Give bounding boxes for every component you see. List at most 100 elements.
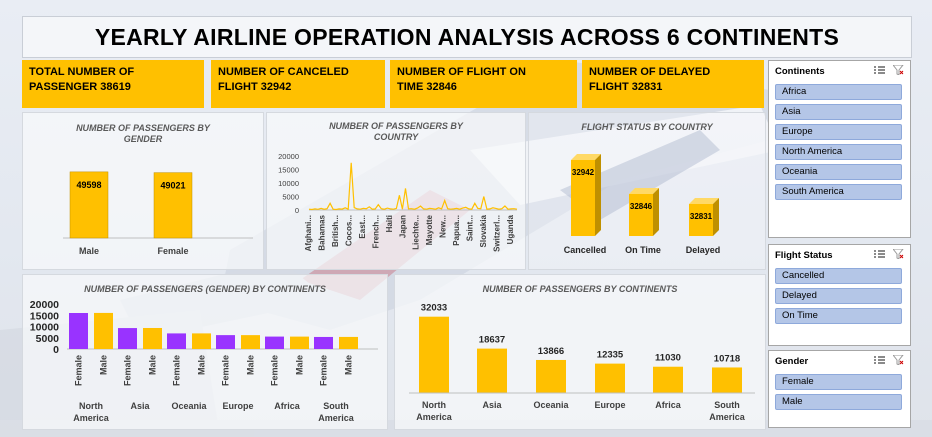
x-tick-label: Female [157, 246, 188, 256]
y-tick-label: 10000 [30, 322, 59, 334]
bar-continent [419, 316, 449, 393]
x-sub-tick-label: Male [246, 355, 256, 375]
x-sub-tick-label: Male [148, 355, 158, 375]
slicer-item-africa[interactable]: Africa [775, 84, 902, 100]
multi-select-icon[interactable] [874, 249, 885, 259]
slicer-item-oceania[interactable]: Oceania [775, 164, 902, 180]
bar-top-face [571, 154, 601, 160]
bar-female [69, 313, 88, 349]
kpi-line: PASSENGER 38619 [29, 81, 131, 93]
data-label: 49021 [160, 181, 185, 191]
x-tick-label: Asia [130, 401, 150, 411]
status-chart-panel: FLIGHT STATUS BY COUNTRY 32942 Cancelled 3… [528, 112, 766, 270]
continent-chart-panel: NUMBER OF PASSENGERS BY CONTINENTS 32033… [394, 274, 766, 430]
bar-female [118, 328, 137, 349]
slicer-item-male[interactable]: Male [775, 394, 902, 410]
slicer-item-north-america[interactable]: North America [775, 144, 902, 160]
x-tick-label: Liechte... [412, 215, 421, 250]
bar-on-time [629, 194, 653, 236]
bar-delayed [689, 204, 713, 236]
chart-title-line: GENDER [123, 134, 163, 144]
kpi-line: FLIGHT 32831 [589, 81, 663, 93]
gender-chart-panel: NUMBER OF PASSENGERS BY GENDER 49598 Male… [22, 112, 264, 270]
gender-chart-title: NUMBER OF PASSENGERS BY GENDER [23, 123, 263, 145]
y-tick-label: 20000 [30, 299, 59, 311]
y-tick-label: 5000 [36, 333, 60, 345]
gender-continent-chart-panel: NUMBER OF PASSENGERS (GENDER) BY CONTINE… [22, 274, 388, 430]
status-chart-title: FLIGHT STATUS BY COUNTRY [581, 122, 713, 132]
x-tick-label: Afghani... [304, 215, 313, 251]
data-label: 32942 [572, 168, 595, 177]
x-sub-tick-label: Female [74, 355, 84, 386]
bar-male [339, 336, 358, 349]
bar-male [241, 335, 260, 349]
x-tick-label: Cancelled [564, 245, 607, 255]
y-tick-label: 5000 [282, 193, 299, 202]
x-tick-label: Switzerl... [493, 215, 502, 252]
x-tick-label: Mayotte [425, 214, 434, 245]
data-label: 49598 [76, 180, 101, 190]
slicer-item-cancelled[interactable]: Cancelled [775, 268, 902, 284]
bar-male [192, 333, 211, 349]
chart-title-line: NUMBER OF PASSENGERS BY [76, 123, 210, 133]
x-tick-label: America [416, 412, 453, 422]
kpi-delayed-flights: NUMBER OF DELAYED FLIGHT 32831 [582, 60, 764, 108]
bar-continent [653, 366, 683, 393]
bar-top-face [629, 188, 659, 194]
gender-slicer[interactable]: Gender Female Male [768, 350, 911, 428]
x-tick-label: Male [79, 246, 99, 256]
kpi-line: FLIGHT 32942 [218, 81, 292, 93]
clear-filter-icon[interactable] [893, 249, 904, 259]
kpi-on-time-flights: NUMBER OF FLIGHT ON TIME 32846 [390, 60, 577, 108]
x-tick-label: East... [358, 215, 367, 239]
gender-continent-chart-title: NUMBER OF PASSENGERS (GENDER) BY CONTINE… [84, 284, 326, 294]
continents-slicer[interactable]: Continents Africa Asia Europe North Amer… [768, 60, 911, 238]
slicer-item-on-time[interactable]: On Time [775, 308, 902, 324]
y-tick-label: 15000 [30, 310, 59, 322]
slicer-header: Continents [775, 66, 825, 77]
x-sub-tick-label: Female [319, 355, 329, 386]
slicer-item-asia[interactable]: Asia [775, 104, 902, 120]
x-sub-tick-label: Male [99, 355, 109, 375]
data-label: 32033 [421, 303, 447, 314]
x-tick-label: America [73, 413, 110, 423]
bar-side-face [713, 198, 719, 236]
slicer-item-delayed[interactable]: Delayed [775, 288, 902, 304]
flight-status-slicer[interactable]: Flight Status Cancelled Delayed On Time [768, 244, 911, 346]
bar-female [265, 336, 284, 349]
multi-select-icon[interactable] [874, 355, 885, 365]
bar-male [143, 327, 162, 349]
slicer-item-female[interactable]: Female [775, 374, 902, 390]
slicer-item-south-america[interactable]: South America [775, 184, 902, 200]
slicer-item-europe[interactable]: Europe [775, 124, 902, 140]
data-label: 18637 [479, 335, 505, 346]
bar-female [314, 336, 333, 349]
x-sub-tick-label: Female [221, 355, 231, 386]
country-chart-title: NUMBER OF PASSENGERS BY COUNTRY [267, 121, 525, 143]
x-sub-tick-label: Male [295, 355, 305, 375]
kpi-line: NUMBER OF DELAYED [589, 66, 711, 78]
x-tick-label: South [323, 401, 349, 411]
bar-female [216, 335, 235, 349]
x-tick-label: North [79, 401, 103, 411]
x-tick-label: New... [439, 215, 448, 238]
clear-filter-icon[interactable] [893, 355, 904, 365]
y-tick-label: 10000 [278, 179, 299, 188]
country-chart-panel: NUMBER OF PASSENGERS BY COUNTRY 20000 150… [266, 112, 526, 270]
chart-title-line: COUNTRY [373, 132, 419, 142]
slicer-header: Flight Status [775, 250, 833, 261]
x-tick-label: Oceania [533, 400, 569, 410]
multi-select-icon[interactable] [874, 65, 885, 75]
kpi-line: TIME 32846 [397, 81, 457, 93]
x-tick-label: Africa [655, 400, 682, 410]
y-tick-label: 0 [53, 344, 59, 356]
bar-continent [595, 363, 625, 393]
x-tick-label: Europe [222, 401, 253, 411]
bar-side-face [653, 188, 659, 236]
y-tick-label: 0 [295, 206, 299, 215]
data-label: 12335 [597, 350, 624, 361]
bar-male [290, 336, 309, 349]
bar-female [153, 172, 193, 239]
clear-filter-icon[interactable] [893, 65, 904, 75]
bar-continent [536, 359, 566, 393]
